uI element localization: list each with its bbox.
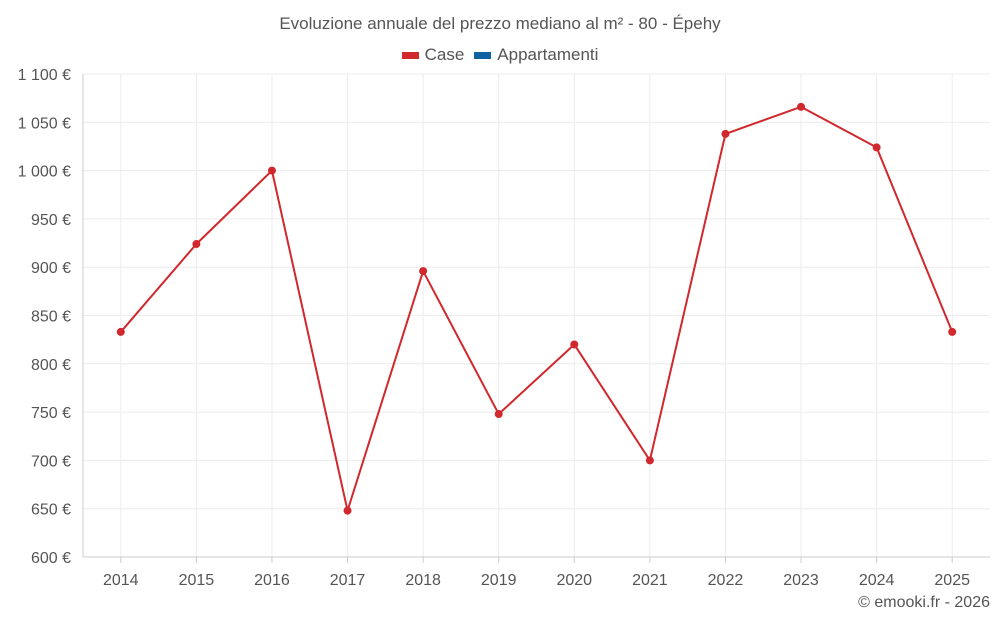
y-tick-label: 750 € [31,405,71,422]
y-tick-label: 650 € [31,502,71,519]
legend: Case Appartamenti [0,45,1000,65]
data-point [343,506,352,515]
data-point [872,143,881,152]
y-tick-label: 1 100 € [18,67,71,84]
y-tick-label: 900 € [31,260,71,277]
data-point [419,267,428,276]
data-point [267,166,276,175]
data-point [948,327,957,336]
data-point [494,410,503,419]
y-tick-label: 950 € [31,212,71,229]
x-tick-label: 2022 [708,572,744,589]
legend-item-appartamenti[interactable]: Appartamenti [474,45,598,65]
y-tick-label: 800 € [31,357,71,374]
x-tick-label: 2016 [254,572,290,589]
y-tick-label: 700 € [31,453,71,470]
data-point [797,102,806,111]
data-point [645,456,654,465]
x-tick-label: 2024 [859,572,895,589]
legend-swatch-case [401,51,419,59]
y-tick-label: 1 000 € [18,164,71,181]
legend-swatch-appartamenti [474,51,492,59]
x-tick-label: 2018 [405,572,441,589]
data-point [570,340,579,349]
data-point [721,129,730,138]
y-tick-label: 600 € [31,550,71,567]
data-point [192,240,201,249]
y-tick-label: 1 050 € [18,115,71,132]
x-tick-label: 2021 [632,572,668,589]
legend-label-appartamenti: Appartamenti [497,45,599,64]
legend-item-case[interactable]: Case [401,45,465,65]
credit-text: © emooki.fr - 2026 [858,594,990,611]
legend-label-case: Case [424,45,465,64]
x-tick-label: 2017 [330,572,366,589]
x-tick-label: 2015 [179,572,215,589]
x-tick-label: 2020 [556,572,592,589]
data-point [116,327,125,336]
x-tick-label: 2025 [934,572,970,589]
x-tick-label: 2014 [103,572,139,589]
x-tick-label: 2023 [783,572,819,589]
chart-title: Evoluzione annuale del prezzo mediano al… [279,14,721,33]
y-tick-label: 850 € [31,309,71,326]
x-tick-label: 2019 [481,572,517,589]
series-line-case [120,105,954,512]
